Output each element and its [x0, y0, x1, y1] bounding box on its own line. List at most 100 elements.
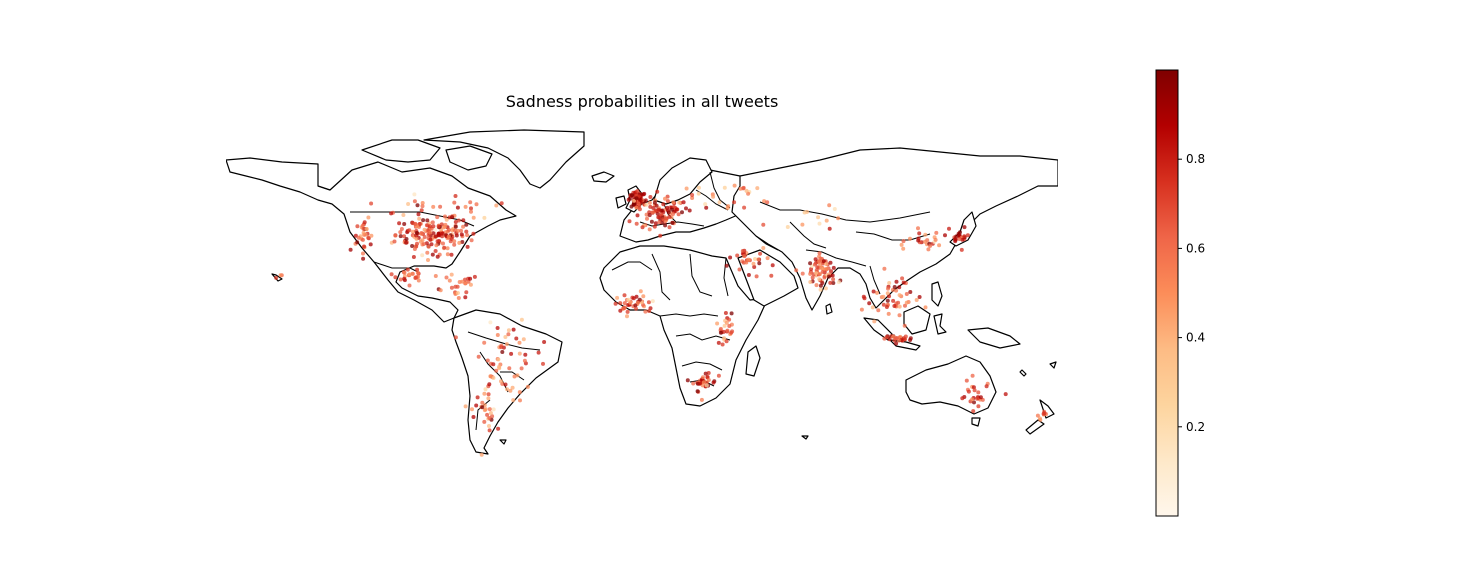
tweet-point: [410, 244, 415, 248]
tweet-point: [836, 280, 841, 285]
tweet-point: [464, 222, 469, 227]
tweet-point: [887, 337, 892, 342]
tweet-point: [904, 292, 909, 296]
tweet-point: [627, 219, 632, 224]
tweet-point: [471, 415, 476, 419]
tweet-point: [487, 428, 492, 433]
colorbar-tick-label: 0.4: [1186, 331, 1205, 345]
tweet-point: [732, 183, 737, 188]
tweet-point: [522, 358, 527, 363]
tweet-point: [654, 208, 659, 213]
tweet-point: [278, 273, 283, 278]
tweet-point: [517, 351, 522, 356]
tweet-point: [485, 412, 490, 417]
tweet-point: [723, 311, 728, 315]
tweet-point: [541, 361, 545, 366]
tweet-point: [676, 212, 681, 217]
tweet-point: [742, 205, 747, 210]
tweet-point: [647, 309, 652, 313]
tweet-point: [898, 334, 903, 339]
tweet-point: [828, 260, 833, 265]
tweet-point: [695, 389, 700, 394]
tweet-point: [487, 424, 491, 428]
tweet-point: [468, 282, 473, 287]
tweet-point: [891, 298, 896, 303]
tweet-point: [369, 201, 374, 206]
tweet-point: [646, 300, 651, 305]
tweet-point: [755, 186, 760, 191]
tweet-point: [903, 303, 907, 308]
tweet-point: [1042, 411, 1047, 416]
land-baffin: [445, 145, 493, 171]
land-borneo: [903, 305, 931, 335]
tweet-point: [871, 289, 876, 294]
tweet-point: [518, 398, 522, 403]
tweet-point: [881, 302, 886, 307]
tweet-point: [472, 274, 477, 279]
tweet-point: [901, 239, 906, 244]
border-russia-west: [709, 171, 731, 209]
tweet-point: [916, 236, 921, 241]
tweet-point: [455, 205, 460, 210]
tweet-point: [463, 281, 468, 286]
tweet-point: [984, 384, 989, 389]
tweet-point: [762, 199, 767, 204]
tweet-point: [822, 275, 827, 280]
tweet-point: [670, 220, 675, 225]
tweet-point: [722, 336, 727, 341]
tweet-point: [430, 252, 435, 257]
tweet-point: [415, 267, 420, 272]
tweet-point: [419, 208, 424, 213]
tweet-point: [632, 198, 636, 203]
tweet-point: [972, 388, 977, 393]
tweet-point: [817, 251, 822, 256]
tweet-point: [746, 273, 751, 277]
tweet-point: [436, 224, 441, 229]
tweet-point: [485, 358, 490, 363]
tweet-point: [937, 243, 942, 248]
tweet-point: [814, 283, 819, 288]
tweet-point: [446, 227, 451, 232]
tweet-point: [685, 378, 690, 383]
tweet-point: [881, 294, 886, 299]
tweet-point: [457, 240, 462, 245]
tweet-point: [964, 378, 969, 383]
tweet-point: [933, 237, 938, 242]
tweet-point: [450, 215, 455, 220]
tweet-point: [429, 242, 434, 247]
tweet-point: [431, 224, 436, 229]
tweet-point: [455, 284, 460, 289]
tweet-point: [641, 294, 646, 299]
tweet-point: [886, 311, 891, 316]
tweet-point: [512, 374, 517, 379]
tweet-point: [626, 297, 631, 302]
land-iceland: [591, 171, 615, 183]
tweet-point: [785, 225, 790, 229]
tweet-point: [654, 203, 659, 208]
tweet-point: [700, 383, 705, 388]
tweet-point: [691, 381, 696, 386]
tweet-point: [872, 319, 877, 324]
tweet-point: [717, 200, 722, 205]
land-north-america: [226, 157, 517, 323]
tweet-point: [402, 222, 407, 226]
tweet-point: [882, 336, 887, 341]
tweet-point: [970, 373, 975, 378]
tweet-point: [398, 230, 403, 235]
tweet-point: [758, 251, 763, 256]
tweet-point: [517, 340, 522, 345]
tweet-point: [663, 196, 667, 201]
tweet-point: [813, 262, 817, 267]
tweet-point: [456, 296, 461, 300]
tweet-point: [975, 396, 980, 401]
tweet-point: [482, 215, 487, 220]
tweet-point: [970, 397, 975, 402]
tweet-point: [715, 321, 720, 326]
tweet-point: [469, 209, 473, 214]
border-africa-s1: [681, 361, 723, 371]
tweet-point: [471, 231, 476, 236]
tweet-point: [413, 276, 418, 280]
tweet-point: [542, 340, 547, 344]
tweet-point: [711, 194, 716, 199]
tweet-point: [495, 326, 500, 330]
